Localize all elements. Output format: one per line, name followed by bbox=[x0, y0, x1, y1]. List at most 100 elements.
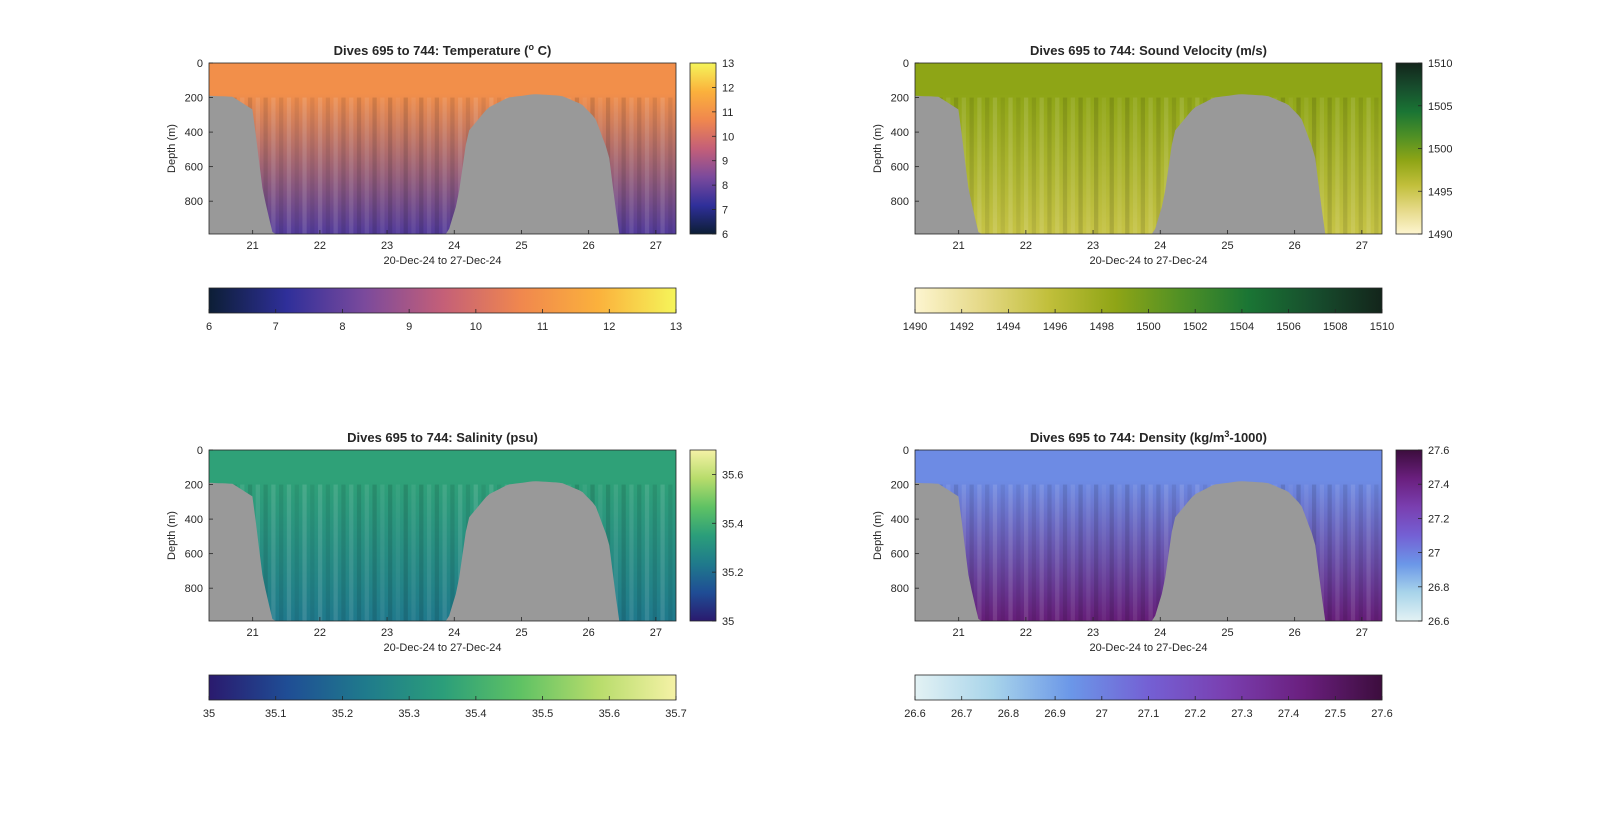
x-tick-label: 22 bbox=[314, 627, 326, 639]
panel-title: Dives 695 to 744: Sound Velocity (m/s) bbox=[1030, 43, 1267, 58]
colorbar-horizontal bbox=[208, 287, 677, 314]
dive-stripe bbox=[652, 97, 657, 234]
title-text: Dives 695 to 744: Temperature ( bbox=[334, 43, 530, 58]
dive-stripe bbox=[333, 484, 338, 621]
dive-stripe bbox=[356, 484, 362, 621]
dive-stripe bbox=[1164, 97, 1169, 234]
x-tick-label: 24 bbox=[448, 627, 460, 639]
x-tick-label: 22 bbox=[1020, 627, 1032, 639]
dive-stripe bbox=[395, 484, 401, 621]
x-tick-label: 22 bbox=[314, 240, 326, 252]
x-tick-label: 27 bbox=[650, 240, 662, 252]
title-superscript: 3 bbox=[1224, 429, 1229, 439]
dive-stripe bbox=[442, 484, 447, 621]
colorbar-horizontal-tick-label: 26.9 bbox=[1044, 708, 1065, 720]
x-tick-label: 24 bbox=[1154, 240, 1166, 252]
dive-stripe bbox=[985, 97, 990, 234]
title-text: Dives 695 to 744: Density (kg/m bbox=[1030, 430, 1224, 445]
dive-stripe bbox=[310, 97, 315, 234]
dive-stripe bbox=[1062, 97, 1068, 234]
dive-stripe bbox=[372, 484, 377, 621]
colorbar-vertical-tick-label: 27.4 bbox=[1428, 479, 1449, 491]
dive-stripe bbox=[1055, 484, 1060, 621]
dive-stripe bbox=[426, 97, 432, 234]
dive-stripe bbox=[1039, 484, 1044, 621]
x-tick-label: 25 bbox=[1221, 240, 1233, 252]
dive-stripe bbox=[403, 97, 408, 234]
title-text: Dives 695 to 744: Salinity (psu) bbox=[347, 430, 538, 445]
seafloor-mask bbox=[915, 481, 1382, 621]
dive-stripe bbox=[1335, 97, 1340, 234]
colorbar-horizontal-tick-label: 35.3 bbox=[398, 708, 419, 720]
y-tick-label: 400 bbox=[891, 127, 909, 139]
dive-stripe bbox=[985, 484, 990, 621]
colorbar-horizontal-tick-label: 8 bbox=[339, 321, 345, 333]
dive-stripe bbox=[1140, 484, 1145, 621]
dive-stripe bbox=[1016, 484, 1021, 621]
colorbar-horizontal-tick-label: 1506 bbox=[1276, 321, 1300, 333]
colorbar-vertical bbox=[689, 449, 717, 622]
dive-stripe bbox=[310, 484, 315, 621]
dive-stripe bbox=[1000, 484, 1005, 621]
axes-frame bbox=[914, 62, 1383, 235]
seafloor-mask bbox=[915, 94, 1382, 234]
dive-stripe bbox=[1039, 97, 1044, 234]
colorbar-horizontal-tick-label: 13 bbox=[670, 321, 682, 333]
colorbar-vertical-tick-label: 26.8 bbox=[1428, 582, 1449, 594]
dive-stripe bbox=[325, 484, 331, 621]
seafloor-mask bbox=[209, 94, 676, 234]
title-tail: C) bbox=[534, 43, 551, 58]
dive-stripe bbox=[388, 97, 393, 234]
axes-frame bbox=[208, 62, 677, 235]
colorbar-horizontal-tick-label: 1500 bbox=[1136, 321, 1160, 333]
colorbar-horizontal-tick-label: 1504 bbox=[1230, 321, 1254, 333]
title-text: Dives 695 to 744: Sound Velocity (m/s) bbox=[1030, 43, 1267, 58]
dive-stripe bbox=[349, 97, 354, 234]
panel-title: Dives 695 to 744: Salinity (psu) bbox=[347, 430, 538, 445]
x-axis-label: 20-Dec-24 to 27-Dec-24 bbox=[383, 255, 501, 267]
dive-stripe bbox=[1125, 484, 1130, 621]
dive-stripe bbox=[637, 97, 642, 234]
panel-title: Dives 695 to 744: Density (kg/m3-1000) bbox=[1030, 429, 1267, 445]
x-tick-label: 26 bbox=[1289, 240, 1301, 252]
x-tick-label: 21 bbox=[953, 240, 965, 252]
colorbar-horizontal-tick-label: 27.6 bbox=[1371, 708, 1392, 720]
colorbar-vertical bbox=[1395, 62, 1423, 235]
colorbar-horizontal-tick-label: 27.5 bbox=[1325, 708, 1346, 720]
colorbar-horizontal-tick-label: 7 bbox=[273, 321, 279, 333]
dive-stripe bbox=[1358, 97, 1363, 234]
dive-stripe bbox=[411, 97, 416, 234]
dive-stripe bbox=[279, 97, 284, 234]
colorbar-vertical bbox=[689, 62, 717, 235]
panel-3: Dives 695 to 744: Salinity (psu) 21 22 23 24… bbox=[166, 430, 743, 720]
y-tick-label: 400 bbox=[185, 514, 203, 526]
dive-stripe bbox=[1109, 484, 1114, 621]
colorbar-horizontal-tick-label: 11 bbox=[537, 321, 548, 333]
dive-stripe bbox=[1132, 97, 1138, 234]
dive-stripe bbox=[969, 97, 974, 234]
dive-stripe bbox=[356, 97, 362, 234]
dive-stripe bbox=[341, 97, 346, 234]
dive-stripe bbox=[395, 97, 401, 234]
dive-stripe bbox=[1031, 484, 1037, 621]
colorbar-vertical-tick-label: 12 bbox=[722, 82, 734, 94]
colorbar-horizontal-tick-label: 27.3 bbox=[1231, 708, 1252, 720]
x-tick-label: 25 bbox=[515, 627, 527, 639]
dive-stripe bbox=[450, 484, 455, 621]
y-tick-label: 400 bbox=[185, 127, 203, 139]
y-axis-label: Depth (m) bbox=[872, 511, 884, 560]
dive-stripe bbox=[992, 484, 998, 621]
colorbar-vertical-tick-label: 1500 bbox=[1428, 144, 1452, 156]
x-tick-label: 22 bbox=[1020, 240, 1032, 252]
colorbar-vertical-tick-label: 1505 bbox=[1428, 101, 1452, 113]
dive-stripe bbox=[1156, 97, 1161, 234]
dive-stripe bbox=[977, 97, 982, 234]
dive-stripe bbox=[1327, 484, 1332, 621]
y-tick-label: 800 bbox=[891, 583, 909, 595]
colorbar-horizontal-tick-label: 27.2 bbox=[1184, 708, 1205, 720]
dive-stripe bbox=[1101, 484, 1107, 621]
colorbar-vertical-tick-label: 27.2 bbox=[1428, 513, 1449, 525]
dive-stripe bbox=[458, 484, 463, 621]
dive-stripe bbox=[271, 97, 276, 234]
dive-stripe bbox=[1078, 484, 1083, 621]
